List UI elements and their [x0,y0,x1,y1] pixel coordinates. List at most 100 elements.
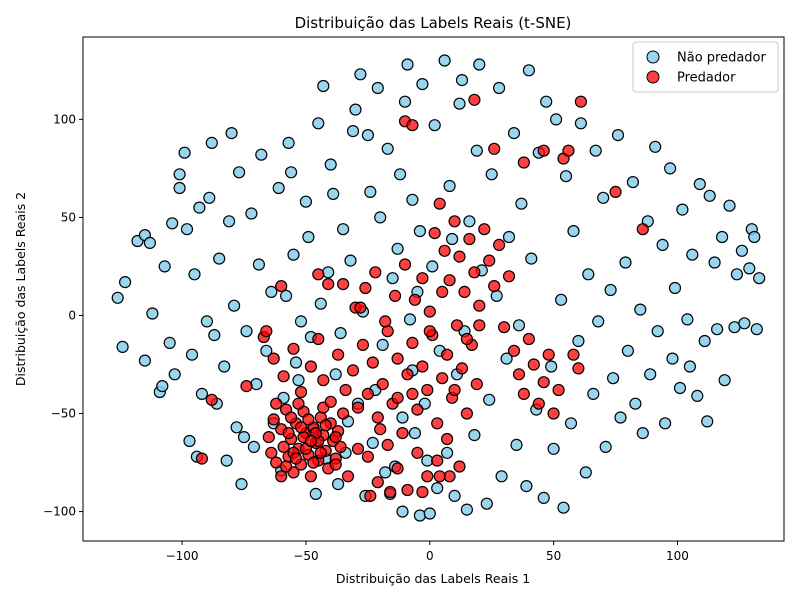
point-nao-predador [663,162,677,175]
point-nao-predador [554,293,568,306]
point-nao-predador [500,352,513,365]
point-nao-predador [203,191,216,204]
point-nao-predador [510,438,523,451]
point-predador [574,95,588,108]
point-predador [406,387,419,400]
point-nao-predador [394,168,407,181]
point-nao-predador [255,148,268,161]
point-predador [537,144,550,157]
point-nao-predador [468,429,481,442]
point-predador [356,338,369,351]
point-predador [507,344,521,357]
point-nao-predador [507,127,521,140]
point-predador [205,393,218,406]
point-nao-predador [309,487,322,500]
point-predador [517,156,531,169]
point-predador [384,485,397,499]
point-nao-predador [240,325,253,338]
point-nao-predador [490,289,503,302]
point-predador [542,348,555,361]
point-predador [416,360,429,373]
point-nao-predador [327,187,340,200]
x-axis-ticks: −100 −50 0 50 100 [166,541,689,563]
point-predador [517,387,531,400]
point-nao-predador [260,344,273,357]
y-tick-label: −50 [51,407,76,421]
y-axis-label: Distribuição das Labels Reais 2 [13,192,28,386]
point-predador [488,280,501,293]
point-predador [304,434,317,448]
point-nao-predador [173,168,186,181]
point-predador [262,431,275,444]
point-nao-predador [166,217,179,230]
point-nao-predador [495,470,508,483]
point-nao-predador [626,176,640,189]
point-nao-predador [559,170,573,183]
point-predador [498,321,511,334]
point-predador [361,450,374,463]
point-predador [371,476,384,489]
point-predador [374,423,387,436]
point-predador [294,421,308,434]
point-nao-predador [446,232,459,246]
point-nao-predador [292,374,305,387]
point-nao-predador [225,127,238,140]
point-predador [431,417,444,430]
point-nao-predador [386,272,399,285]
point-nao-predador [379,466,392,479]
point-predador [359,281,372,295]
point-nao-predador [473,58,486,71]
legend-label-predador: Predador [677,71,736,86]
point-nao-predador [649,140,662,153]
point-nao-predador [364,185,377,198]
point-predador [468,93,481,106]
point-nao-predador [247,440,260,453]
point-nao-predador [220,454,233,467]
point-nao-predador [314,297,327,310]
point-nao-predador [317,79,330,93]
point-nao-predador [545,360,558,373]
point-nao-predador [621,344,635,357]
point-predador [376,378,389,391]
point-nao-predador [398,95,412,108]
point-nao-predador [658,417,672,430]
point-nao-predador [334,327,347,340]
point-nao-predador [750,323,763,336]
point-predador [317,374,330,387]
point-nao-predador [540,95,553,108]
point-predador [351,401,365,414]
point-nao-predador [396,411,409,424]
point-nao-predador [111,291,124,304]
point-nao-predador [708,256,721,269]
point-nao-predador [701,415,714,428]
point-predador [240,380,253,393]
point-nao-predador [703,189,716,202]
point-nao-predador [168,368,181,381]
point-predador [512,368,526,381]
point-nao-predador [443,179,456,193]
point-predador [453,460,466,473]
point-nao-predador [599,440,612,453]
point-predador [460,332,473,346]
point-nao-predador [426,260,439,273]
point-predador [277,370,290,383]
point-nao-predador [686,248,699,261]
point-predador [398,258,412,271]
point-nao-predador [233,166,246,179]
point-nao-predador [143,236,156,249]
point-predador [329,458,342,471]
point-nao-predador [589,144,602,157]
point-nao-predador [455,73,469,87]
point-nao-predador [735,244,749,257]
point-predador [423,325,436,338]
point-nao-predador [619,256,632,269]
point-nao-predador [520,480,533,493]
point-predador [341,470,355,483]
point-nao-predador [208,329,221,342]
point-nao-predador [138,354,151,367]
point-predador [406,119,419,132]
point-nao-predador [205,136,218,149]
point-predador [319,419,332,432]
point-predador [468,266,481,279]
point-nao-predador [158,260,171,273]
